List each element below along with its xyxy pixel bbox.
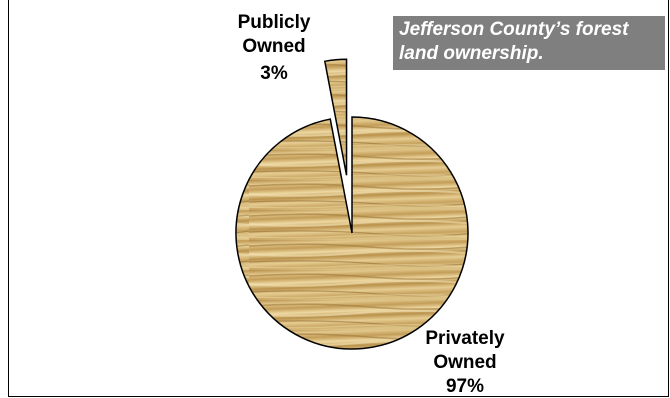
slice-label-private-percent: 97% <box>446 376 484 397</box>
chart-title: Jefferson County’s forest land ownership… <box>393 16 665 70</box>
pie-slices <box>235 58 469 350</box>
pie-chart: Publicly Owned 3% Privately Owned 97% <box>235 12 505 397</box>
slice-label-private-line2: Owned <box>433 352 496 373</box>
chart-frame: Publicly Owned 3% Privately Owned 97% Je… <box>8 0 669 397</box>
slice-label-public-line1: Publicly <box>238 12 311 33</box>
slice-label-public-line2: Owned <box>242 36 305 57</box>
pie-slice-privately-owned <box>235 116 469 350</box>
slice-label-private-line1: Privately <box>425 328 505 349</box>
pie-slice-publicly-owned <box>323 58 348 176</box>
slice-label-public-percent: 3% <box>260 63 288 84</box>
